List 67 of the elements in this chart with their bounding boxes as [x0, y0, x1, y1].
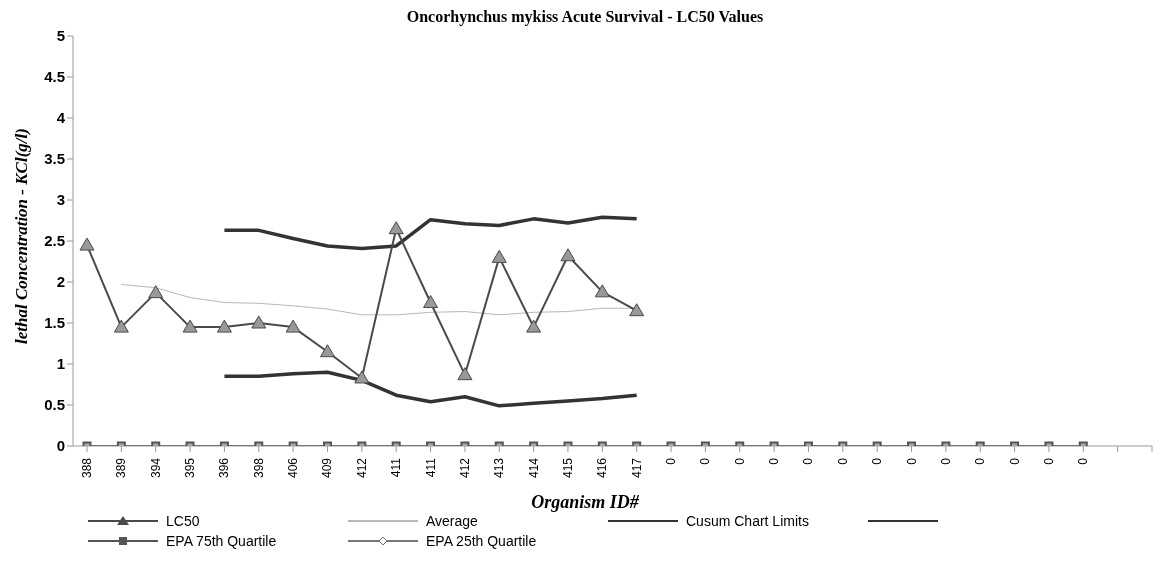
x-tick-label: 412 — [354, 457, 369, 479]
legend-label: EPA 25th Quartile — [426, 533, 537, 549]
point — [285, 319, 301, 333]
point — [457, 367, 473, 381]
x-tick-label: 409 — [320, 457, 335, 479]
x-tick-label: 417 — [629, 457, 644, 479]
x-tick-label: 411 — [389, 457, 404, 478]
x-tick-label: 0 — [835, 457, 850, 465]
x-tick-label: 415 — [560, 457, 575, 479]
point — [251, 315, 267, 329]
x-tick-label: 0 — [1041, 457, 1056, 465]
x-tick-label: 0 — [938, 457, 953, 465]
point — [594, 284, 610, 298]
x-tick-label: 416 — [595, 457, 610, 479]
legend-label: LC50 — [166, 513, 200, 529]
x-tick-label: 0 — [767, 457, 782, 465]
x-tick-label: 0 — [1076, 457, 1091, 465]
x-tick-label: 0 — [870, 457, 885, 465]
y-tick-label: 4.5 — [44, 68, 65, 86]
line-series — [222, 215, 639, 251]
x-tick-label: 0 — [801, 457, 816, 465]
x-tick-label: 394 — [148, 457, 163, 479]
point — [319, 344, 335, 358]
y-tick-label: 1 — [56, 355, 65, 373]
y-tick-label: 2.5 — [44, 232, 65, 250]
point — [629, 303, 645, 317]
y-tick-label: 3 — [56, 191, 65, 209]
x-tick-label: 412 — [457, 457, 472, 479]
point — [560, 248, 576, 262]
point — [354, 370, 370, 384]
point — [526, 319, 542, 333]
x-tick-label: 413 — [492, 457, 507, 479]
point — [79, 237, 95, 251]
x-tick-label: 396 — [217, 457, 232, 479]
point — [423, 295, 439, 308]
point — [216, 319, 232, 333]
x-tick-label: 406 — [286, 457, 301, 479]
x-tick-label: 414 — [526, 457, 541, 479]
x-tick-label: 0 — [664, 457, 679, 465]
point — [182, 319, 198, 333]
x-tick-label: 395 — [183, 457, 198, 479]
line-series — [222, 370, 639, 408]
point — [113, 319, 129, 333]
legend-label: Average — [426, 513, 478, 529]
x-tick-label: 388 — [80, 457, 94, 479]
y-axis-title: lethal Concentration - KCl(g/l) — [12, 128, 32, 344]
chart-title: Oncorhynchus mykiss Acute Survival - LC50 Values — [405, 8, 765, 26]
legend-label: Cusum Chart Limits — [686, 513, 809, 529]
y-tick-label: 5 — [56, 27, 65, 45]
x-tick-label: 0 — [904, 457, 919, 465]
y-tick-label: 4 — [56, 109, 66, 127]
x-tick-label: 389 — [114, 457, 129, 479]
x-tick-label: 411 — [423, 457, 438, 478]
y-tick-label: 0.5 — [44, 396, 65, 414]
x-tick-label: 398 — [251, 457, 266, 479]
x-tick-label: 0 — [1007, 457, 1022, 465]
x-axis-title: Organism ID# — [530, 492, 640, 513]
x-tick-label: 0 — [973, 457, 988, 465]
y-tick-label: 1.5 — [44, 314, 65, 332]
point — [148, 285, 164, 299]
point — [491, 249, 507, 263]
y-tick-label: 2 — [56, 273, 65, 291]
y-tick-label: 3.5 — [44, 150, 65, 168]
legend-label: EPA 75th Quartile — [166, 533, 277, 549]
x-tick-label: 0 — [698, 457, 713, 465]
x-tick-label: 0 — [732, 457, 747, 465]
point — [388, 221, 404, 235]
